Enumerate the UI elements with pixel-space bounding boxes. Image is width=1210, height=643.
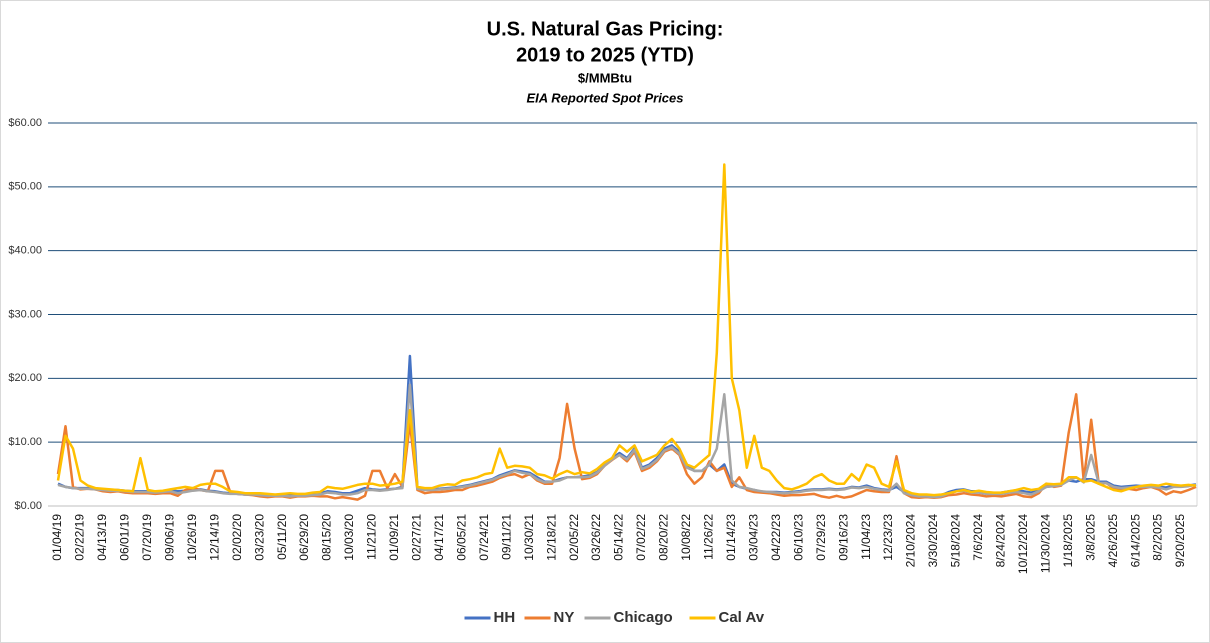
x-tick-label: 01/09/21 bbox=[387, 514, 401, 561]
x-tick-label: 03/04/23 bbox=[746, 514, 760, 561]
x-tick-label: 02/22/19 bbox=[73, 514, 87, 561]
x-tick-label: 02/05/22 bbox=[567, 514, 581, 561]
x-tick-label: 9/20/2025 bbox=[1173, 514, 1187, 568]
x-tick-label: 04/22/23 bbox=[769, 514, 783, 561]
x-tick-label: 3/30/2024 bbox=[926, 514, 940, 568]
x-tick-label: 12/23/23 bbox=[881, 514, 895, 561]
x-tick-label: 8/24/2024 bbox=[994, 514, 1008, 568]
chart-title: U.S. Natural Gas Pricing: bbox=[487, 18, 724, 40]
x-tick-label: 04/13/19 bbox=[95, 514, 109, 561]
x-tick-label: 02/27/21 bbox=[410, 514, 424, 561]
x-tick-label: 09/16/23 bbox=[836, 514, 850, 561]
y-tick-label: $10.00 bbox=[8, 436, 42, 448]
x-tick-label: 07/29/23 bbox=[814, 514, 828, 561]
y-tick-label: $50.00 bbox=[8, 181, 42, 193]
x-tick-label: 4/26/2025 bbox=[1106, 514, 1120, 568]
y-tick-label: $20.00 bbox=[8, 372, 42, 384]
x-tick-label: 10/12/2024 bbox=[1016, 514, 1030, 574]
chart-title: 2019 to 2025 (YTD) bbox=[516, 44, 694, 66]
series-line bbox=[56, 163, 1197, 497]
x-tick-label: 07/24/21 bbox=[477, 514, 491, 561]
legend-label: Cal Av bbox=[719, 609, 765, 626]
x-tick-label: 05/14/22 bbox=[612, 514, 626, 561]
x-tick-label: 3/8/2025 bbox=[1083, 514, 1097, 561]
x-tick-label: 06/29/20 bbox=[297, 514, 311, 561]
x-tick-label: 09/06/19 bbox=[162, 514, 176, 561]
x-tick-label: 5/18/2024 bbox=[949, 514, 963, 568]
chart-subtitle: $/MMBtu bbox=[578, 70, 632, 85]
legend-label: HH bbox=[494, 609, 516, 626]
x-tick-label: 11/26/22 bbox=[702, 514, 716, 560]
x-tick-label: 8/2/2025 bbox=[1151, 514, 1165, 561]
chart-subtitle: EIA Reported Spot Prices bbox=[527, 90, 684, 105]
legend-label: NY bbox=[554, 609, 575, 626]
x-tick-label: 6/14/2025 bbox=[1128, 514, 1142, 568]
x-tick-label: 06/10/23 bbox=[791, 514, 805, 561]
x-tick-label: 10/08/22 bbox=[679, 514, 693, 561]
x-tick-label: 12/14/19 bbox=[207, 514, 221, 561]
x-tick-label: 2/10/2024 bbox=[904, 514, 918, 568]
y-tick-label: $30.00 bbox=[8, 308, 42, 320]
x-tick-label: 10/03/20 bbox=[342, 514, 356, 561]
x-tick-label: 11/21/20 bbox=[365, 514, 379, 560]
x-tick-label: 03/26/22 bbox=[589, 514, 603, 561]
y-tick-label: $0.00 bbox=[14, 500, 42, 512]
y-tick-label: $60.00 bbox=[8, 117, 42, 129]
x-tick-label: 08/15/20 bbox=[320, 514, 334, 561]
x-tick-label: 08/20/22 bbox=[657, 514, 671, 561]
x-tick-label: 09/11/21 bbox=[499, 514, 513, 560]
x-tick-label: 02/02/20 bbox=[230, 514, 244, 561]
x-tick-label: 06/01/19 bbox=[118, 514, 132, 561]
x-tick-label: 06/05/21 bbox=[454, 514, 468, 561]
x-tick-label: 04/17/21 bbox=[432, 514, 446, 561]
x-tick-label: 12/18/21 bbox=[544, 514, 558, 561]
x-tick-label: 10/26/19 bbox=[185, 514, 199, 561]
x-tick-label: 10/30/21 bbox=[522, 514, 536, 561]
x-tick-label: 11/04/23 bbox=[859, 514, 873, 560]
legend-label: Chicago bbox=[614, 609, 673, 626]
x-tick-label: 07/02/22 bbox=[634, 514, 648, 561]
x-tick-label: 01/04/19 bbox=[50, 514, 64, 561]
series-line bbox=[57, 383, 1197, 499]
y-tick-label: $40.00 bbox=[8, 245, 42, 257]
x-tick-label: 7/6/2024 bbox=[971, 514, 985, 561]
x-tick-label: 11/30/2024 bbox=[1038, 514, 1052, 573]
x-tick-label: 05/11/20 bbox=[275, 514, 289, 560]
x-tick-label: 03/23/20 bbox=[252, 514, 266, 561]
x-tick-label: 1/18/2025 bbox=[1061, 514, 1075, 568]
x-tick-label: 01/14/23 bbox=[724, 514, 738, 561]
x-tick-label: 07/20/19 bbox=[140, 514, 154, 561]
